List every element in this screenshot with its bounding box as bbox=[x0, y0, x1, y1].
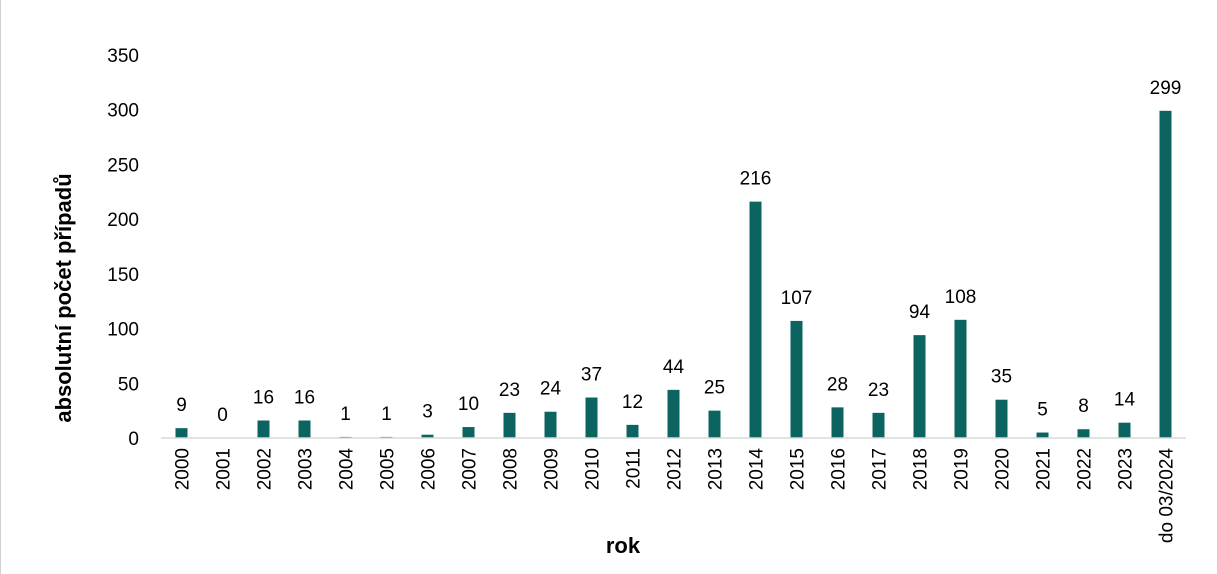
x-tick-label: 2003 bbox=[296, 448, 317, 490]
y-tick-label: 350 bbox=[107, 46, 139, 67]
data-label: 12 bbox=[622, 392, 643, 413]
data-label: 108 bbox=[945, 287, 977, 308]
bar bbox=[790, 320, 803, 438]
x-axis-title: rok bbox=[606, 533, 641, 558]
data-label: 28 bbox=[827, 374, 848, 395]
bar bbox=[626, 424, 639, 438]
data-label: 25 bbox=[704, 378, 725, 399]
data-label: 16 bbox=[253, 387, 274, 408]
data-label: 8 bbox=[1078, 396, 1089, 417]
bar bbox=[1118, 422, 1131, 438]
y-tick-label: 250 bbox=[107, 155, 139, 176]
data-label: 216 bbox=[740, 169, 772, 190]
bar bbox=[708, 410, 721, 438]
x-tick-label: 2004 bbox=[337, 448, 358, 491]
x-tick-label: 2016 bbox=[829, 448, 850, 490]
data-label: 16 bbox=[294, 387, 315, 408]
bar bbox=[954, 319, 967, 438]
data-label: 5 bbox=[1037, 400, 1048, 421]
bar bbox=[667, 389, 680, 438]
bar bbox=[872, 412, 885, 438]
data-label: 10 bbox=[458, 394, 479, 415]
data-label: 1 bbox=[381, 404, 392, 425]
bar bbox=[544, 411, 557, 438]
x-tick-label: 2020 bbox=[993, 448, 1014, 490]
data-label: 37 bbox=[581, 365, 602, 386]
data-label: 0 bbox=[217, 405, 228, 426]
bar bbox=[913, 335, 926, 438]
bar bbox=[175, 428, 188, 438]
data-labels: 9 0 16 16 1 1 3 10 23 24 37 12 44 25 216 107 28 23 94 108 35… bbox=[176, 78, 1181, 426]
x-tick-label: 2007 bbox=[460, 448, 481, 490]
bar bbox=[831, 407, 844, 438]
bar bbox=[298, 420, 311, 438]
x-tick-label: 2021 bbox=[1034, 448, 1055, 490]
x-tick-label: 2011 bbox=[624, 448, 645, 489]
y-tick-label: 50 bbox=[118, 374, 139, 395]
x-tick-label: 2015 bbox=[788, 448, 809, 490]
x-tick-label: 2009 bbox=[542, 448, 563, 490]
x-tick-label: 2006 bbox=[419, 448, 440, 490]
x-tick-label: 2002 bbox=[255, 448, 276, 490]
x-tick-label: 2000 bbox=[173, 448, 194, 490]
x-tick-label: 2014 bbox=[747, 448, 768, 491]
data-label: 3 bbox=[422, 402, 433, 423]
data-label: 107 bbox=[781, 288, 813, 309]
x-tick-label: 2008 bbox=[501, 448, 522, 490]
y-tick-label: 150 bbox=[107, 265, 139, 286]
x-tick-label: 2012 bbox=[665, 448, 686, 490]
data-label: 1 bbox=[340, 404, 351, 425]
data-label: 35 bbox=[991, 367, 1012, 388]
x-tick-label: 2013 bbox=[706, 448, 727, 490]
y-axis-title: absolutní počet případů bbox=[51, 173, 76, 422]
data-label: 9 bbox=[176, 395, 187, 416]
x-tick-label: 2018 bbox=[911, 448, 932, 490]
data-label: 23 bbox=[868, 380, 889, 401]
x-tick-label: 2017 bbox=[870, 448, 891, 490]
y-tick-label: 300 bbox=[107, 101, 139, 122]
x-tick-label: 2010 bbox=[583, 448, 604, 490]
y-tick-label: 0 bbox=[128, 429, 139, 450]
bar bbox=[421, 434, 434, 438]
data-label: 14 bbox=[1114, 390, 1136, 411]
data-label: 23 bbox=[499, 380, 520, 401]
x-tick-label: 2005 bbox=[378, 448, 399, 490]
data-label: 299 bbox=[1150, 78, 1182, 99]
y-tick-label: 100 bbox=[107, 320, 139, 341]
bar bbox=[1036, 432, 1049, 438]
bar bbox=[257, 420, 270, 438]
data-label: 44 bbox=[663, 357, 685, 378]
bar bbox=[585, 397, 598, 438]
bar bbox=[1159, 110, 1172, 439]
y-tick-label: 200 bbox=[107, 210, 139, 231]
x-tick-label: 2019 bbox=[952, 448, 973, 490]
bars bbox=[175, 110, 1172, 439]
bar bbox=[1077, 429, 1090, 438]
x-tick-label: 2023 bbox=[1116, 448, 1137, 490]
bar bbox=[503, 412, 516, 438]
x-tick-label: 2022 bbox=[1075, 448, 1096, 490]
x-tick-label: do 03/2024 bbox=[1157, 448, 1178, 544]
y-axis-ticks: 0 50 100 150 200 250 300 350 bbox=[107, 46, 139, 450]
bar bbox=[462, 427, 475, 438]
bar bbox=[995, 399, 1008, 438]
x-tick-label: 2001 bbox=[214, 448, 235, 490]
data-label: 24 bbox=[540, 379, 562, 400]
x-axis-ticks: 2000 2001 2002 2003 2004 2005 2006 2007 2008 2009… bbox=[173, 448, 1178, 544]
data-label: 94 bbox=[909, 302, 931, 323]
bar bbox=[749, 201, 762, 438]
